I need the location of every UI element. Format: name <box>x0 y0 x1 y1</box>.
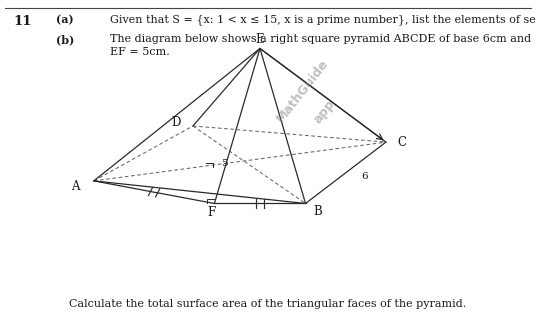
Text: 5: 5 <box>221 159 227 168</box>
Text: B: B <box>313 205 322 218</box>
Text: 11: 11 <box>13 15 32 27</box>
Text: The diagram below shows a right square pyramid ABCDE of base 6cm and: The diagram below shows a right square p… <box>110 34 531 44</box>
Text: A: A <box>71 180 79 193</box>
Text: app: app <box>311 97 338 126</box>
Text: 6: 6 <box>361 172 368 181</box>
Text: MathGuide: MathGuide <box>274 57 331 124</box>
Text: EF = 5cm.: EF = 5cm. <box>110 47 169 57</box>
Text: C: C <box>398 136 406 149</box>
Text: D: D <box>171 116 181 129</box>
Text: (b): (b) <box>56 34 75 45</box>
Text: Calculate the total surface area of the triangular faces of the pyramid.: Calculate the total surface area of the … <box>69 299 467 309</box>
Text: (a): (a) <box>56 15 74 26</box>
Text: E: E <box>256 33 264 46</box>
Text: Given that S = {x: 1 < x ≤ 15, x is a prime number}, list the elements of set S.: Given that S = {x: 1 < x ≤ 15, x is a pr… <box>110 15 536 25</box>
Text: F: F <box>207 206 216 219</box>
